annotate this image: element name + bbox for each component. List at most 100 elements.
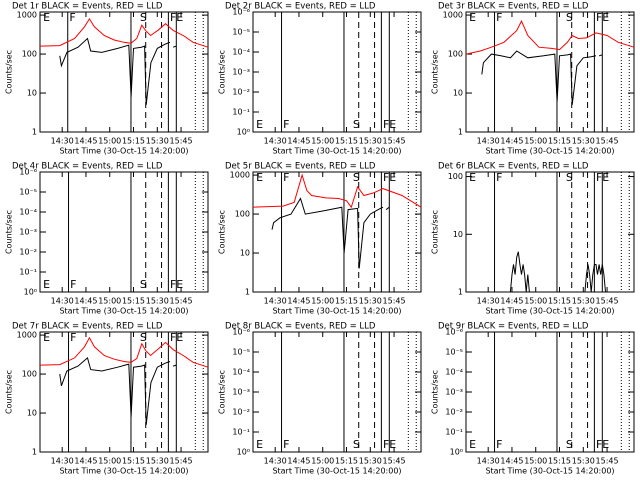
event-label: S — [140, 11, 147, 24]
x-tick-label: 15:00 — [524, 297, 547, 306]
x-tick-label: 14:45 — [287, 137, 310, 146]
y-axis-label: Counts/sec — [218, 370, 227, 414]
y-tick-label: 10⁻⁵ — [19, 188, 37, 197]
event-label: E — [469, 11, 476, 24]
x-tick-label: 14:30 — [264, 457, 287, 466]
event-label: F — [70, 278, 76, 291]
x-tick-label: 15:30 — [359, 457, 382, 466]
event-label: FE — [383, 438, 396, 451]
y-axis-label: Counts/sec — [5, 210, 14, 254]
x-tick-label: 15:30 — [572, 137, 595, 146]
event-label: S — [566, 438, 573, 451]
y-axis-label: Counts/sec — [431, 210, 440, 254]
series-line — [59, 357, 177, 425]
x-tick-label: 15:15 — [548, 137, 571, 146]
chart-title: Det 3r BLACK = Events, RED = LLD — [438, 2, 589, 12]
y-tick-label: 10⁻¹ — [445, 428, 463, 437]
x-tick-label: 15:15 — [548, 297, 571, 306]
series-line — [252, 173, 422, 209]
event-label: F — [496, 11, 502, 24]
event-label: S — [566, 171, 573, 184]
event-label: F — [283, 438, 289, 451]
x-tick-label: 15:00 — [98, 457, 121, 466]
x-tick-label: 15:45 — [596, 137, 619, 146]
plot-frame — [39, 11, 209, 133]
event-label: E — [43, 11, 50, 24]
x-tick-label: 15:00 — [98, 297, 121, 306]
y-tick-label: 10 — [453, 230, 463, 239]
x-tick-label: 15:30 — [146, 137, 169, 146]
chart-title: Det 2r BLACK = Events, RED = LLD — [225, 2, 376, 12]
x-tick-label: 14:45 — [500, 297, 523, 306]
y-tick-label: 10⁻¹ — [19, 268, 37, 277]
event-label: F — [496, 171, 502, 184]
y-tick-label: 100 — [235, 210, 250, 219]
x-tick-label: 14:30 — [477, 297, 500, 306]
plot-frame — [465, 11, 635, 133]
event-label: E — [43, 331, 50, 344]
y-tick-label: 100 — [448, 172, 463, 181]
y-axis-label: Counts/sec — [218, 210, 227, 254]
x-axis-label: Start Time (30-Oct-15 14:20:00) — [485, 307, 614, 316]
x-tick-label: 14:30 — [264, 137, 287, 146]
y-axis-label: Counts/sec — [218, 50, 227, 94]
event-label: E — [256, 438, 263, 451]
x-tick-label: 15:00 — [311, 297, 334, 306]
x-tick-label: 15:00 — [98, 137, 121, 146]
series-line — [465, 19, 635, 55]
event-label: E — [256, 118, 263, 131]
x-tick-label: 14:45 — [287, 457, 310, 466]
x-tick-label: 15:30 — [359, 297, 382, 306]
x-axis-label: Start Time (30-Oct-15 14:20:00) — [272, 307, 401, 316]
y-tick-label: 1 — [32, 448, 37, 457]
event-label: F — [283, 171, 289, 184]
event-label: S — [353, 118, 360, 131]
x-axis-label: Start Time (30-Oct-15 14:20:00) — [485, 147, 614, 156]
y-tick-label: 10⁻³ — [19, 228, 37, 237]
event-label: F — [70, 331, 76, 344]
x-axis-label: Start Time (30-Oct-15 14:20:00) — [59, 307, 188, 316]
x-tick-label: 14:30 — [264, 297, 287, 306]
event-label: FE — [596, 171, 609, 184]
x-tick-label: 14:45 — [74, 457, 97, 466]
x-tick-label: 15:45 — [383, 137, 406, 146]
x-tick-label: 15:45 — [383, 297, 406, 306]
x-tick-label: 15:30 — [572, 457, 595, 466]
x-tick-label: 15:00 — [311, 137, 334, 146]
event-label: S — [140, 331, 147, 344]
y-tick-label: 10⁻⁶ — [232, 328, 250, 337]
event-label: FE — [170, 331, 183, 344]
x-tick-label: 15:30 — [359, 137, 382, 146]
y-tick-label: 1 — [458, 128, 463, 137]
y-tick-label: 10⁻⁴ — [232, 48, 250, 57]
y-tick-label: 10⁰ — [237, 128, 250, 137]
y-tick-label: 1 — [245, 288, 250, 297]
y-tick-label: 10⁻³ — [445, 388, 463, 397]
chart-title: Det 7r BLACK = Events, RED = LLD — [12, 322, 163, 332]
y-tick-label: 10⁻⁵ — [232, 28, 250, 37]
event-label: S — [353, 171, 360, 184]
y-tick-label: 10⁻⁶ — [19, 168, 37, 177]
x-tick-label: 15:45 — [170, 457, 193, 466]
x-tick-label: 14:45 — [500, 137, 523, 146]
event-label: F — [283, 118, 289, 131]
y-tick-label: 10⁻⁵ — [232, 348, 250, 357]
x-tick-label: 15:30 — [572, 297, 595, 306]
series-line — [481, 50, 603, 105]
y-tick-label: 10⁰ — [24, 288, 37, 297]
event-label: E — [256, 171, 263, 184]
plot-frame — [252, 171, 422, 293]
y-tick-label: 10⁻⁴ — [445, 368, 463, 377]
event-label: FE — [383, 171, 396, 184]
chart-title: Det 1r BLACK = Events, RED = LLD — [12, 2, 163, 12]
x-tick-label: 15:45 — [596, 457, 619, 466]
y-tick-label: 10⁻² — [232, 408, 250, 417]
event-label: FE — [170, 278, 183, 291]
event-label: S — [140, 278, 147, 291]
x-tick-label: 14:45 — [74, 297, 97, 306]
x-tick-label: 15:15 — [548, 457, 571, 466]
event-label: E — [469, 438, 476, 451]
y-tick-label: 100 — [448, 50, 463, 59]
